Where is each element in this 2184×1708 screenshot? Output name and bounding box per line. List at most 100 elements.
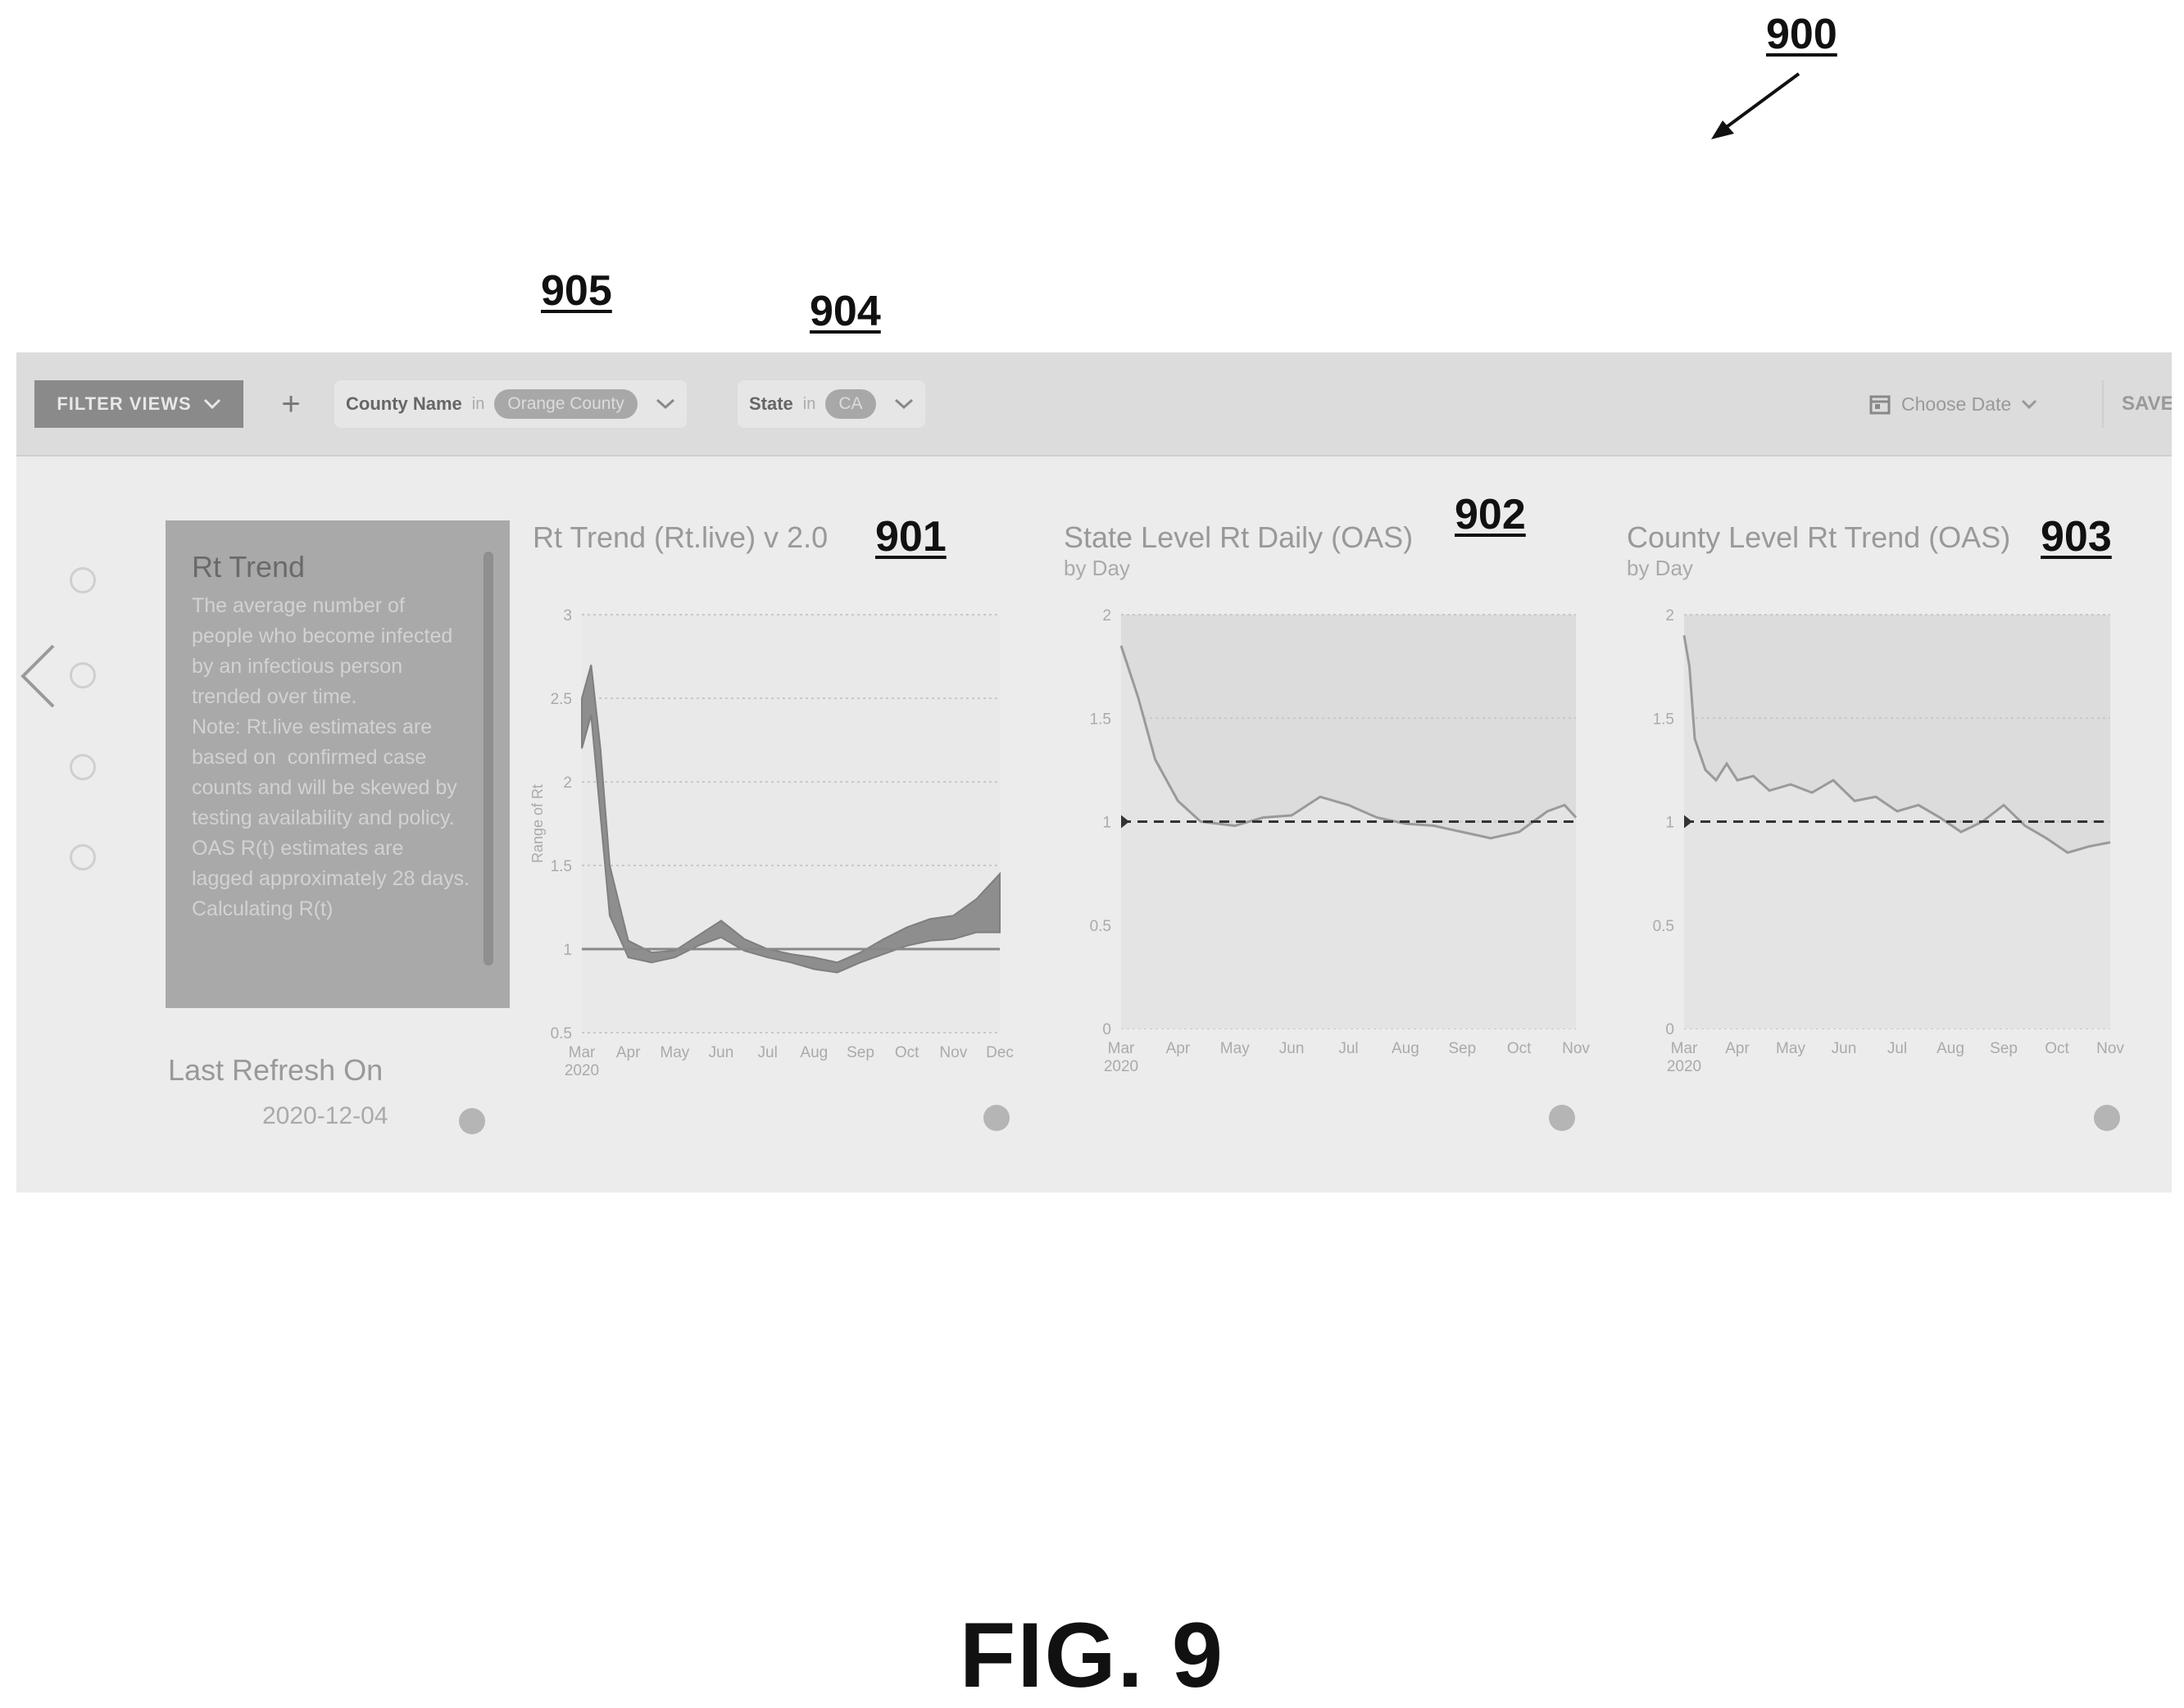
x-tick-label: Apr <box>616 1044 641 1061</box>
plot-area <box>582 615 1000 1033</box>
ref-903: 903 <box>2041 512 2112 561</box>
card-body: The average number of people who become … <box>192 591 470 924</box>
x-tick-label: 2020 <box>565 1062 599 1079</box>
nav-dot-icon[interactable] <box>70 844 96 870</box>
y-tick-label: 0 <box>1102 1021 1111 1038</box>
x-tick-label: Oct <box>895 1044 919 1061</box>
chevron-down-icon <box>203 398 221 410</box>
info-icon[interactable] <box>459 1108 485 1134</box>
y-tick-label: 1 <box>1102 815 1111 832</box>
state-filter-chip[interactable]: State in CA <box>738 380 925 428</box>
ref-901: 901 <box>875 512 947 561</box>
x-tick-label: 2020 <box>1667 1058 1701 1075</box>
x-tick-label: Sep <box>1990 1040 2018 1057</box>
rt-trend-chart: 0.5 1 1.5 2 2.5 3 Mar2020 Apr May Jun Jul Aug Sep Oct… <box>524 566 1049 1098</box>
x-tick-label: Nov <box>2096 1040 2124 1057</box>
chip-operator: in <box>472 395 485 414</box>
y-tick-label: 2 <box>1102 607 1111 625</box>
chevron-down-icon[interactable] <box>894 398 914 410</box>
x-tick-label: May <box>660 1044 689 1061</box>
x-tick-label: Nov <box>1562 1040 1590 1057</box>
y-tick-label: 2.5 <box>551 691 572 708</box>
ref-902: 902 <box>1455 490 1526 539</box>
x-tick-label: Jul <box>1887 1040 1907 1057</box>
x-tick-label: Dec <box>986 1044 1014 1061</box>
x-tick-label: Mar <box>1108 1040 1135 1057</box>
y-tick-label: 1.5 <box>551 858 572 875</box>
x-tick-label: Nov <box>939 1044 967 1061</box>
last-refresh-label: Last Refresh On <box>168 1053 383 1088</box>
x-tick-label: May <box>1776 1040 1805 1057</box>
state-rt-chart: 00.511.52Mar2020AprMayJunJulAugSepOctNov <box>1064 590 1605 1098</box>
y-tick-label: 1.5 <box>1653 711 1674 728</box>
last-refresh-value: 2020-12-04 <box>262 1102 388 1130</box>
chip-key: State <box>749 393 793 415</box>
filter-views-label: FILTER VIEWS <box>57 393 191 415</box>
chevron-left-icon[interactable] <box>16 639 66 713</box>
x-tick-label: Aug <box>1937 1040 1964 1057</box>
chevron-down-icon[interactable] <box>656 398 675 410</box>
info-icon[interactable] <box>2094 1105 2120 1131</box>
card-scrollbar[interactable] <box>484 552 493 965</box>
chart-1-title: Rt Trend (Rt.live) v 2.0 <box>533 520 828 555</box>
choose-date-label: Choose Date <box>1901 393 2011 416</box>
x-tick-label: Aug <box>800 1044 828 1061</box>
x-tick-label: Jul <box>1338 1040 1358 1057</box>
save-button[interactable]: SAVE <box>2102 380 2172 428</box>
ref-arrow-icon <box>1705 70 1811 143</box>
x-tick-label: Apr <box>1725 1040 1750 1057</box>
county-filter-chip[interactable]: County Name in Orange County <box>334 380 687 428</box>
nav-dot-icon[interactable] <box>70 662 96 688</box>
chart-2-title: State Level Rt Daily (OAS) <box>1064 520 1413 555</box>
rt-trend-description-card: Rt Trend The average number of people wh… <box>166 520 510 1008</box>
choose-date-picker[interactable]: Choose Date <box>1868 380 2037 428</box>
y-tick-label: 3 <box>563 607 572 625</box>
chart-2-subtitle: by Day <box>1064 556 1130 581</box>
dashboard-screenshot: FILTER VIEWS + County Name in Orange Cou… <box>16 352 2172 1192</box>
x-tick-label: Sep <box>847 1044 874 1061</box>
y-tick-label: 0.5 <box>1090 918 1111 935</box>
x-tick-label: Oct <box>2045 1040 2069 1057</box>
ref-905: 905 <box>541 266 612 316</box>
nav-dot-icon[interactable] <box>70 567 96 593</box>
x-tick-label: Jun <box>1279 1040 1305 1057</box>
x-tick-label: Mar <box>569 1044 596 1061</box>
add-filter-button[interactable]: + <box>266 380 316 428</box>
x-tick-label: May <box>1220 1040 1250 1057</box>
ref-900: 900 <box>1766 10 1837 59</box>
filter-bar: FILTER VIEWS + County Name in Orange Cou… <box>16 352 2172 457</box>
filter-views-button[interactable]: FILTER VIEWS <box>34 380 243 428</box>
card-title: Rt Trend <box>192 550 470 584</box>
info-icon[interactable] <box>983 1105 1010 1131</box>
chip-key: County Name <box>346 393 462 415</box>
x-tick-label: Jul <box>758 1044 778 1061</box>
y-tick-label: 1.5 <box>1090 711 1111 728</box>
nav-dot-icon[interactable] <box>70 754 96 780</box>
chip-value[interactable]: CA <box>825 389 875 419</box>
chevron-down-icon <box>2021 399 2037 409</box>
y-tick-label: 1 <box>1665 815 1674 832</box>
y-tick-label: 0.5 <box>551 1025 572 1043</box>
y-tick-label: 1 <box>563 942 572 959</box>
chart-3-title: County Level Rt Trend (OAS) <box>1627 520 2010 555</box>
y-tick-label: 0 <box>1665 1021 1674 1038</box>
y-tick-label: 0.5 <box>1653 918 1674 935</box>
x-tick-label: Mar <box>1671 1040 1698 1057</box>
ref-904: 904 <box>810 287 881 336</box>
chip-value[interactable]: Orange County <box>494 389 637 419</box>
figure-caption: FIG. 9 <box>0 1602 2184 1708</box>
y-tick-label: 2 <box>563 775 572 792</box>
y-axis-label: Range of Rt <box>529 784 546 863</box>
county-rt-chart: 0 0.5 1 1.5 2 Mar2020 Apr May Jun Jul Aug Sep Oct Nov <box>1627 590 2143 1098</box>
calendar-icon <box>1868 393 1891 416</box>
x-tick-label: Jun <box>709 1044 734 1061</box>
x-tick-label: 2020 <box>1104 1058 1138 1075</box>
x-tick-label: Apr <box>1166 1040 1191 1057</box>
chart-3-subtitle: by Day <box>1627 556 1693 581</box>
x-tick-label: Oct <box>1507 1040 1532 1057</box>
chip-operator: in <box>803 395 816 414</box>
x-tick-label: Jun <box>1832 1040 1857 1057</box>
x-tick-label: Sep <box>1448 1040 1476 1057</box>
y-tick-label: 2 <box>1665 607 1674 625</box>
info-icon[interactable] <box>1549 1105 1575 1131</box>
